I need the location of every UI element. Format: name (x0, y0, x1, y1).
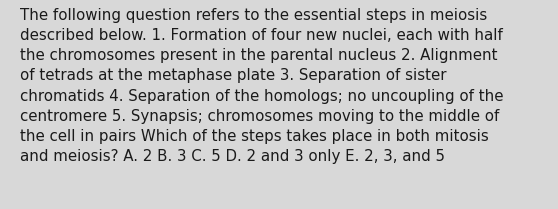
Text: The following question refers to the essential steps in meiosis
described below.: The following question refers to the ess… (20, 8, 503, 164)
